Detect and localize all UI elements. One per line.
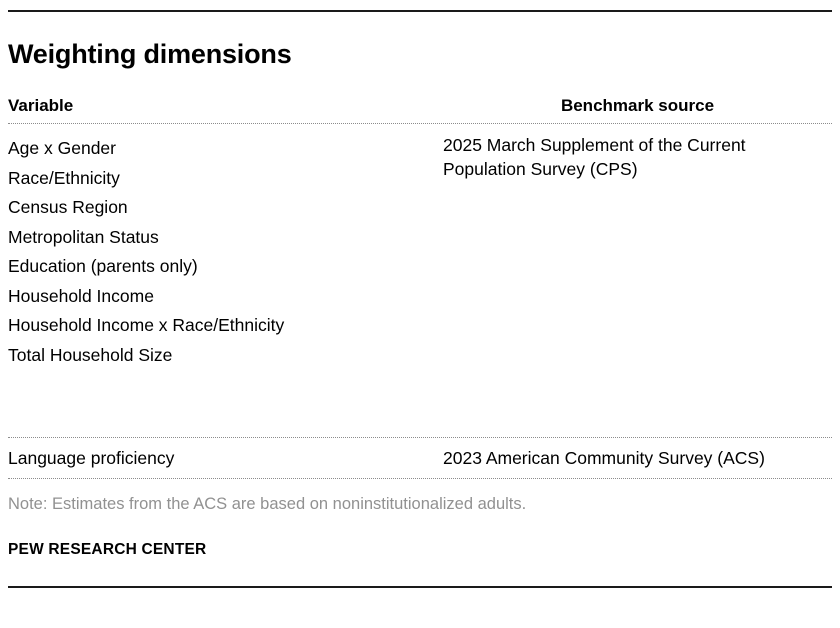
source-attribution: PEW RESEARCH CENTER	[8, 540, 207, 558]
table-row-group-cps: Age x Gender Race/Ethnicity Census Regio…	[8, 124, 832, 438]
variable-item: Language proficiency	[8, 448, 175, 468]
benchmark-source-text-acs: 2023 American Community Survey (ACS)	[443, 448, 765, 468]
variable-item: Education (parents only)	[8, 256, 198, 276]
table-header-row: Variable Benchmark source	[8, 96, 832, 124]
column-header-benchmark-source: Benchmark source	[560, 96, 715, 115]
bottom-rule	[8, 585, 832, 588]
variable-cell: Language proficiency	[8, 447, 443, 471]
benchmark-source-cell: 2023 American Community Survey (ACS)	[443, 447, 832, 471]
figure-title: Weighting dimensions	[8, 39, 292, 69]
variable-list: Age x Gender Race/Ethnicity Census Regio…	[8, 134, 443, 437]
variable-item: Total Household Size	[8, 344, 173, 365]
benchmark-source-text-cps: 2025 March Supplement of the Current Pop…	[443, 135, 746, 179]
benchmark-source-cell: 2025 March Supplement of the Current Pop…	[443, 134, 832, 437]
variable-item: Census Region	[8, 197, 128, 217]
column-header-variable: Variable	[8, 96, 74, 115]
variable-item: Household Income x Race/Ethnicity	[8, 315, 285, 335]
top-rule	[8, 10, 832, 12]
note-text: Note: Estimates from the ACS are based o…	[8, 494, 527, 513]
variable-item: Household Income	[8, 285, 154, 306]
table-row-group-acs: Language proficiency 2023 American Commu…	[8, 438, 832, 479]
variable-item: Age x Gender	[8, 138, 116, 158]
variable-item: Metropolitan Status	[8, 226, 159, 247]
variable-item: Race/Ethnicity	[8, 167, 120, 188]
